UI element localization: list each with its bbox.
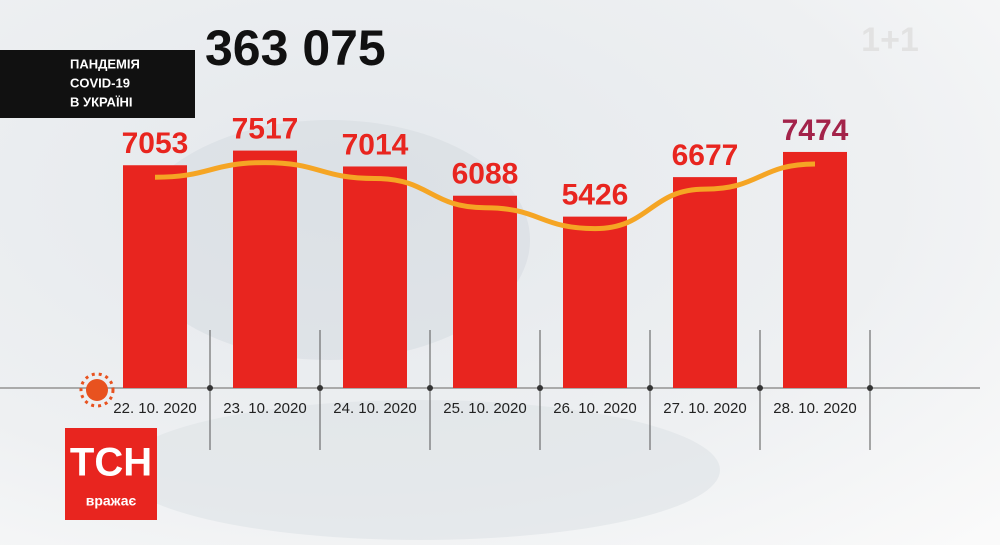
- x-tick-label: 24. 10. 2020: [333, 400, 416, 417]
- logo-slogan: вражає: [86, 493, 137, 509]
- bar: [233, 150, 297, 388]
- value-label: 6677: [672, 139, 739, 172]
- value-label: 7474: [782, 114, 849, 147]
- caption-line: В УКРАЇНІ: [70, 94, 133, 109]
- background-shape: [130, 120, 530, 360]
- caption-line: COVID-19: [70, 75, 130, 90]
- separator-dot: [537, 385, 543, 391]
- value-label: 7517: [232, 113, 299, 146]
- separator-dot: [867, 385, 873, 391]
- caption-line: ПАНДЕМІЯ: [70, 56, 140, 71]
- watermark: 1+1: [861, 21, 919, 59]
- x-tick-label: 23. 10. 2020: [223, 400, 306, 417]
- value-label: 7053: [122, 127, 189, 160]
- value-label: 6088: [452, 158, 519, 191]
- background-shape: [120, 400, 720, 540]
- logo: [65, 428, 157, 520]
- separator-dot: [647, 385, 653, 391]
- bar: [343, 166, 407, 388]
- bar: [563, 216, 627, 388]
- caption-box: [0, 50, 195, 118]
- bar: [673, 177, 737, 388]
- value-label: 5426: [562, 179, 629, 212]
- x-tick-label: 27. 10. 2020: [663, 400, 746, 417]
- bar: [453, 195, 517, 388]
- separator-dot: [317, 385, 323, 391]
- separator-dot: [757, 385, 763, 391]
- separator-dot: [207, 385, 213, 391]
- x-tick-label: 28. 10. 2020: [773, 400, 856, 417]
- trend-line: [154, 160, 816, 232]
- x-tick-label: 22. 10. 2020: [113, 400, 196, 417]
- bar: [783, 151, 847, 388]
- value-label: 7014: [342, 128, 409, 161]
- bar: [123, 165, 187, 388]
- virus-icon: [79, 372, 115, 408]
- x-tick-label: 25. 10. 2020: [443, 400, 526, 417]
- logo-text: ТСН: [70, 441, 152, 485]
- separator-dot: [427, 385, 433, 391]
- total: 363 075: [205, 20, 386, 76]
- x-tick-label: 26. 10. 2020: [553, 400, 636, 417]
